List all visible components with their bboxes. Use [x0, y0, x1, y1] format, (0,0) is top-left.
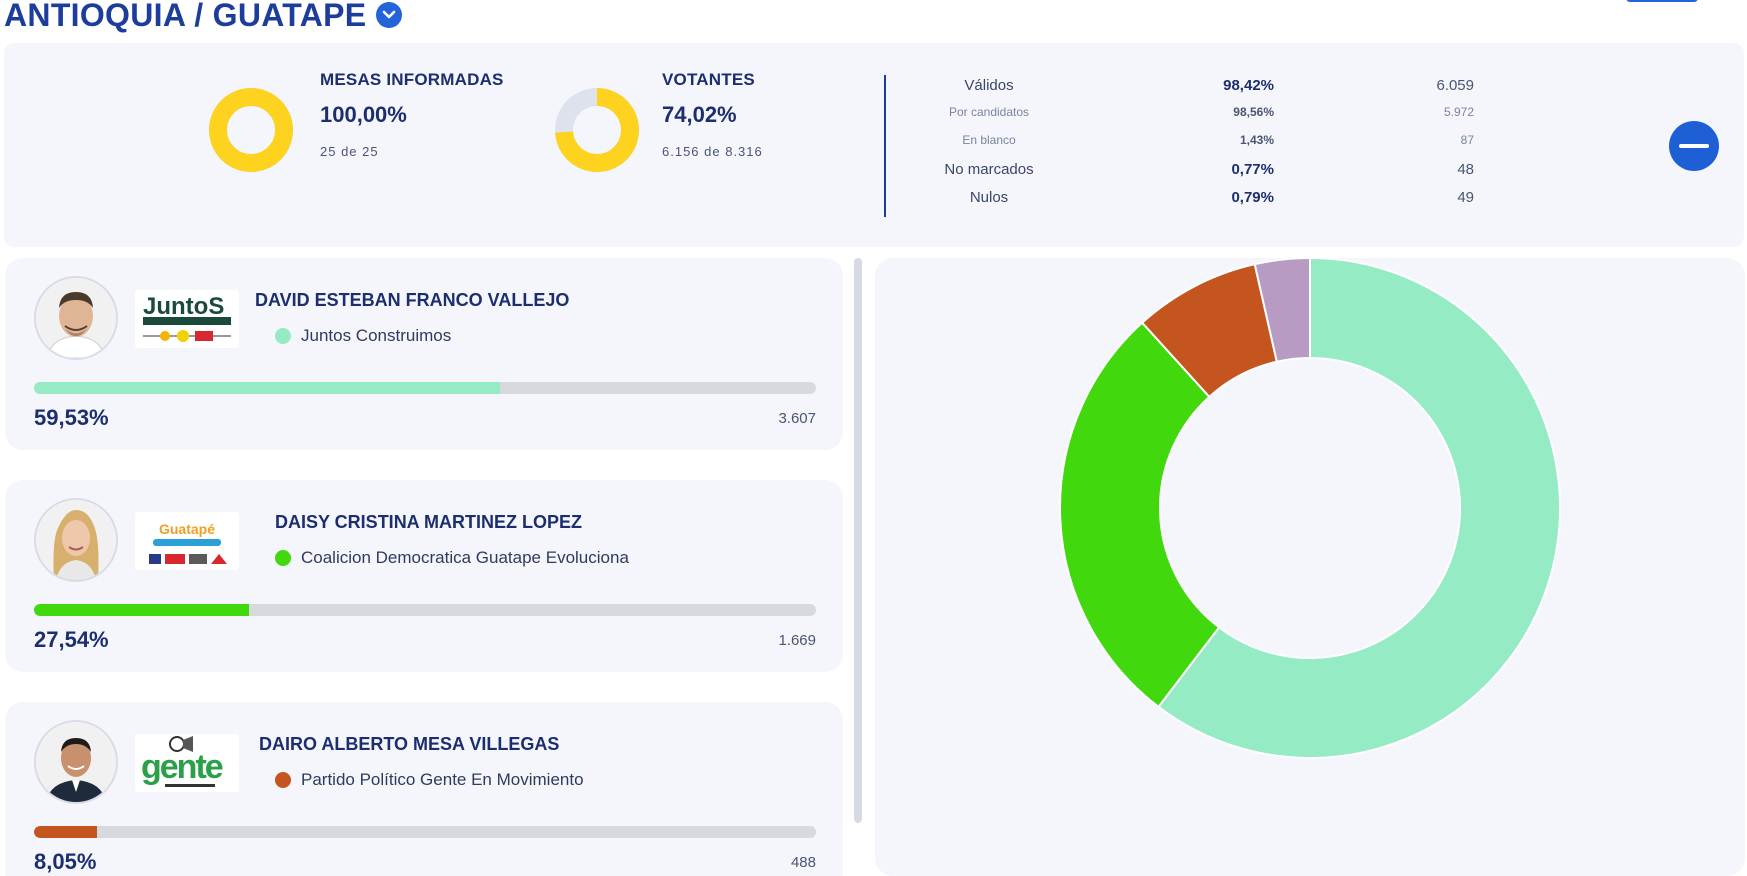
mesas-detail: 25 de 25: [320, 144, 379, 159]
breakdown-count: 6.059: [1436, 77, 1474, 94]
logo-text: JuntoS: [143, 293, 224, 320]
mesas-label: MESAS INFORMADAS: [320, 70, 504, 89]
votantes-donut-fill: [555, 88, 639, 172]
votantes-label: VOTANTES: [662, 70, 755, 89]
page-title: ANTIOQUIA / GUATAPE: [4, 0, 403, 34]
logo-text: Guatapé: [159, 521, 215, 537]
minus-icon: [1679, 144, 1709, 148]
mesas-donut-fill: [209, 88, 293, 172]
breakdown-percent: 1,43%: [1239, 133, 1274, 147]
donut-slice-1[interactable]: [1157, 258, 1561, 759]
breakdown-row: En blanco 1,43% 87: [904, 133, 1504, 161]
breakdown-label: No marcados: [944, 161, 1034, 178]
mesas-donut: [209, 88, 293, 172]
mesas-percent: 100,00%: [320, 102, 407, 127]
breakdown-label: Por candidatos: [948, 105, 1030, 119]
page-title-text: ANTIOQUIA / GUATAPE: [4, 0, 367, 33]
breakdown-label: En blanco: [962, 133, 1016, 147]
candidate-card[interactable]: Guatapé DAISY CRISTINA MARTINEZ LOPEZ Co…: [5, 480, 843, 672]
candidate-votes: 488: [790, 854, 816, 871]
party-logo: JuntoS: [135, 290, 239, 348]
party-label: Coalicion Democratica Guatape Evoluciona: [275, 548, 629, 568]
party-name: Juntos Construimos: [301, 326, 452, 345]
vote-progress-bar: [34, 382, 816, 394]
breakdown-label: Nulos: [969, 189, 1009, 206]
donut-slice-2[interactable]: [1059, 321, 1221, 709]
breakdown-label: Válidos: [964, 77, 1014, 94]
avatar: [34, 720, 118, 804]
party-logo: Guatapé: [135, 512, 239, 570]
breakdown-percent: 98,56%: [1233, 105, 1274, 119]
breakdown-row: No marcados 0,77% 48: [904, 161, 1504, 189]
breakdown-percent: 98,42%: [1223, 77, 1274, 94]
avatar: [34, 498, 118, 582]
party-label: Partido Político Gente En Movimiento: [275, 770, 584, 790]
vote-breakdown: Válidos 98,42% 6.059 Por candidatos 98,5…: [904, 77, 1504, 217]
breakdown-count: 49: [1457, 189, 1474, 206]
breakdown-row: Por candidatos 98,56% 5.972: [904, 105, 1504, 133]
candidate-card[interactable]: JuntoS DAVID ESTEBAN FRANCO VALLEJO Junt…: [5, 258, 843, 450]
party-color-dot: [275, 328, 291, 344]
divider: [884, 75, 886, 217]
candidate-votes: 3.607: [778, 410, 816, 427]
vote-progress-bar: [34, 826, 816, 838]
avatar: [34, 276, 118, 360]
chevron-down-icon[interactable]: [376, 2, 403, 28]
candidate-card[interactable]: gente DAIRO ALBERTO MESA VILLEGAS Partid…: [5, 702, 843, 876]
breakdown-percent: 0,77%: [1231, 161, 1274, 178]
vote-progress-fill: [34, 826, 97, 838]
vote-progress-fill: [34, 382, 500, 394]
party-label: Juntos Construimos: [275, 326, 451, 346]
candidate-name: DAIRO ALBERTO MESA VILLEGAS: [259, 734, 560, 754]
party-name: Coalicion Democratica Guatape Evoluciona: [301, 548, 629, 567]
votantes-detail: 6.156 de 8.316: [662, 144, 763, 159]
candidate-percent: 27,54%: [34, 627, 109, 652]
results-chart-panel: [875, 258, 1745, 876]
breakdown-row: Nulos 0,79% 49: [904, 189, 1504, 217]
breakdown-row: Válidos 98,42% 6.059: [904, 77, 1504, 105]
breakdown-count: 5.972: [1443, 105, 1474, 119]
breakdown-percent: 0,79%: [1231, 189, 1274, 206]
party-logo: gente: [135, 734, 239, 792]
breakdown-count: 87: [1460, 133, 1474, 147]
breakdown-count: 48: [1457, 161, 1474, 178]
top-right-button[interactable]: [1626, 0, 1698, 2]
logo-text: gente: [141, 748, 223, 786]
collapse-button[interactable]: [1669, 121, 1719, 171]
party-name: Partido Político Gente En Movimiento: [301, 770, 584, 789]
mesas-stats: MESAS INFORMADAS 100,00% 25 de 25: [320, 70, 504, 159]
candidate-name: DAVID ESTEBAN FRANCO VALLEJO: [255, 290, 570, 310]
candidate-percent: 59,53%: [34, 405, 109, 430]
summary-panel: MESAS INFORMADAS 100,00% 25 de 25 VOTANT…: [4, 43, 1744, 247]
vote-progress-bar: [34, 604, 816, 616]
candidate-votes: 1.669: [778, 632, 816, 649]
votantes-percent: 74,02%: [662, 102, 737, 127]
votantes-donut: [555, 88, 639, 172]
party-color-dot: [275, 550, 291, 566]
candidate-percent: 8,05%: [34, 849, 97, 874]
results-donut-chart: [1059, 258, 1561, 759]
party-color-dot: [275, 772, 291, 788]
vote-progress-fill: [34, 604, 250, 616]
candidate-list: JuntoS DAVID ESTEBAN FRANCO VALLEJO Junt…: [0, 258, 850, 876]
donut-slice-4[interactable]: [1253, 258, 1311, 363]
candidate-name: DAISY CRISTINA MARTINEZ LOPEZ: [275, 512, 583, 532]
scrollbar[interactable]: [854, 258, 862, 823]
votantes-stats: VOTANTES 74,02% 6.156 de 8.316: [662, 70, 763, 159]
